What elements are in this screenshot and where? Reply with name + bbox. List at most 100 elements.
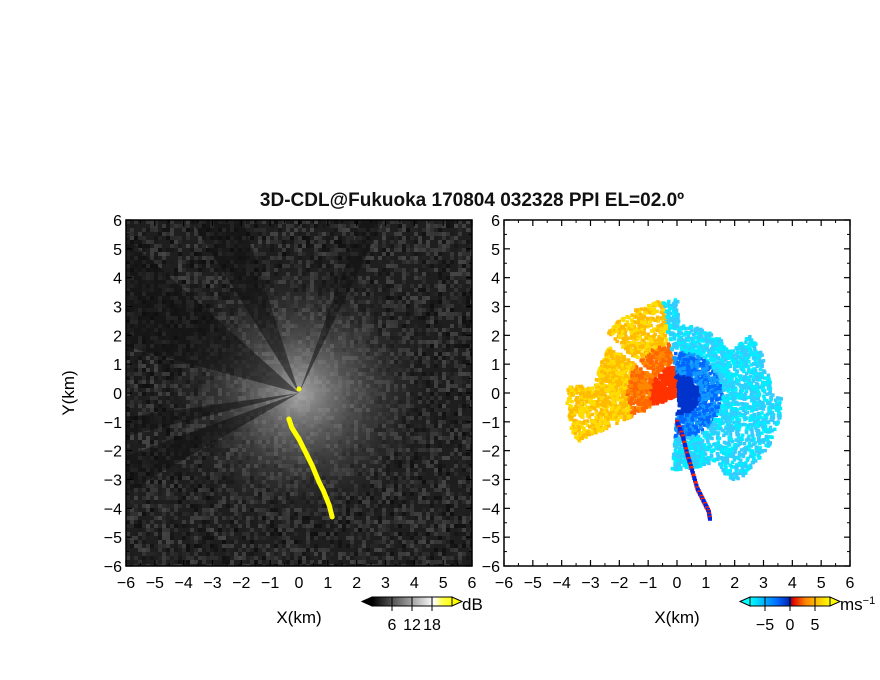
- noise-pixel: [286, 236, 290, 240]
- noise-pixel: [430, 260, 434, 264]
- noise-pixel: [418, 244, 422, 248]
- noise-pixel: [422, 260, 426, 264]
- noise-pixel: [346, 544, 350, 548]
- noise-pixel: [210, 544, 214, 548]
- noise-pixel: [442, 520, 446, 524]
- noise-pixel: [194, 516, 198, 520]
- noise-pixel: [446, 488, 450, 492]
- noise-pixel: [462, 364, 466, 368]
- noise-pixel: [158, 264, 162, 268]
- noise-pixel: [466, 540, 470, 544]
- noise-pixel: [290, 240, 294, 244]
- noise-pixel: [470, 540, 472, 544]
- noise-pixel: [194, 256, 198, 260]
- noise-pixel: [446, 248, 450, 252]
- noise-pixel: [134, 244, 138, 248]
- noise-pixel: [402, 504, 406, 508]
- noise-pixel: [446, 280, 450, 284]
- noise-pixel: [158, 480, 162, 484]
- noise-pixel: [166, 536, 170, 540]
- noise-pixel: [162, 260, 166, 264]
- noise-pixel: [166, 224, 170, 228]
- noise-pixel: [350, 544, 354, 548]
- noise-pixel: [370, 252, 374, 256]
- noise-pixel: [130, 544, 134, 548]
- noise-pixel: [402, 276, 406, 280]
- noise-pixel: [466, 444, 470, 448]
- noise-pixel: [134, 508, 138, 512]
- noise-pixel: [158, 240, 162, 244]
- noise-pixel: [350, 232, 354, 236]
- noise-pixel: [446, 224, 450, 228]
- noise-pixel: [462, 456, 466, 460]
- noise-pixel: [222, 532, 226, 536]
- noise-pixel: [446, 340, 450, 344]
- noise-pixel: [422, 268, 426, 272]
- noise-pixel: [458, 364, 462, 368]
- noise-pixel: [166, 264, 170, 268]
- noise-pixel: [186, 256, 190, 260]
- noise-pixel: [394, 516, 398, 520]
- noise-pixel: [422, 540, 426, 544]
- noise-pixel: [142, 376, 146, 380]
- noise-pixel: [146, 444, 150, 448]
- noise-pixel: [146, 240, 150, 244]
- noise-pixel: [150, 504, 154, 508]
- noise-pixel: [454, 440, 458, 444]
- noise-pixel: [458, 276, 462, 280]
- noise-pixel: [434, 228, 438, 232]
- noise-pixel: [430, 228, 434, 232]
- noise-pixel: [418, 248, 422, 252]
- noise-pixel: [458, 516, 462, 520]
- noise-pixel: [414, 260, 418, 264]
- noise-pixel: [218, 544, 222, 548]
- noise-pixel: [326, 548, 330, 552]
- noise-pixel: [406, 228, 410, 232]
- noise-pixel: [282, 236, 286, 240]
- noise-pixel: [314, 236, 318, 240]
- noise-pixel: [162, 224, 166, 228]
- noise-pixel: [162, 232, 166, 236]
- noise-pixel: [186, 504, 190, 508]
- noise-pixel: [454, 444, 458, 448]
- noise-pixel: [378, 260, 382, 264]
- noise-pixel: [450, 508, 454, 512]
- noise-pixel: [334, 224, 338, 228]
- noise-pixel: [166, 508, 170, 512]
- noise-pixel: [158, 508, 162, 512]
- noise-pixel: [150, 228, 154, 232]
- noise-pixel: [454, 500, 458, 504]
- noise-pixel: [402, 540, 406, 544]
- noise-pixel: [458, 496, 462, 500]
- noise-pixel: [454, 436, 458, 440]
- noise-pixel: [462, 240, 466, 244]
- noise-pixel: [278, 544, 282, 548]
- noise-pixel: [450, 512, 454, 516]
- noise-pixel: [346, 232, 350, 236]
- noise-pixel: [466, 452, 470, 456]
- noise-pixel: [426, 244, 430, 248]
- noise-pixel: [294, 228, 298, 232]
- noise-pixel: [314, 224, 318, 228]
- noise-pixel: [230, 540, 234, 544]
- noise-pixel: [450, 504, 454, 508]
- noise-pixel: [146, 532, 150, 536]
- noise-pixel: [414, 232, 418, 236]
- noise-pixel: [466, 460, 470, 464]
- noise-pixel: [410, 544, 414, 548]
- noise-pixel: [470, 416, 472, 420]
- noise-pixel: [166, 548, 170, 552]
- noise-pixel: [470, 400, 472, 404]
- noise-pixel: [382, 220, 386, 224]
- noise-pixel: [146, 364, 150, 368]
- noise-pixel: [130, 504, 134, 508]
- noise-pixel: [462, 248, 466, 252]
- noise-pixel: [146, 384, 150, 388]
- noise-pixel: [186, 264, 190, 268]
- noise-pixel: [162, 256, 166, 260]
- noise-pixel: [450, 428, 454, 432]
- noise-pixel: [402, 516, 406, 520]
- noise-pixel: [174, 272, 178, 276]
- noise-pixel: [142, 516, 146, 520]
- noise-pixel: [394, 524, 398, 528]
